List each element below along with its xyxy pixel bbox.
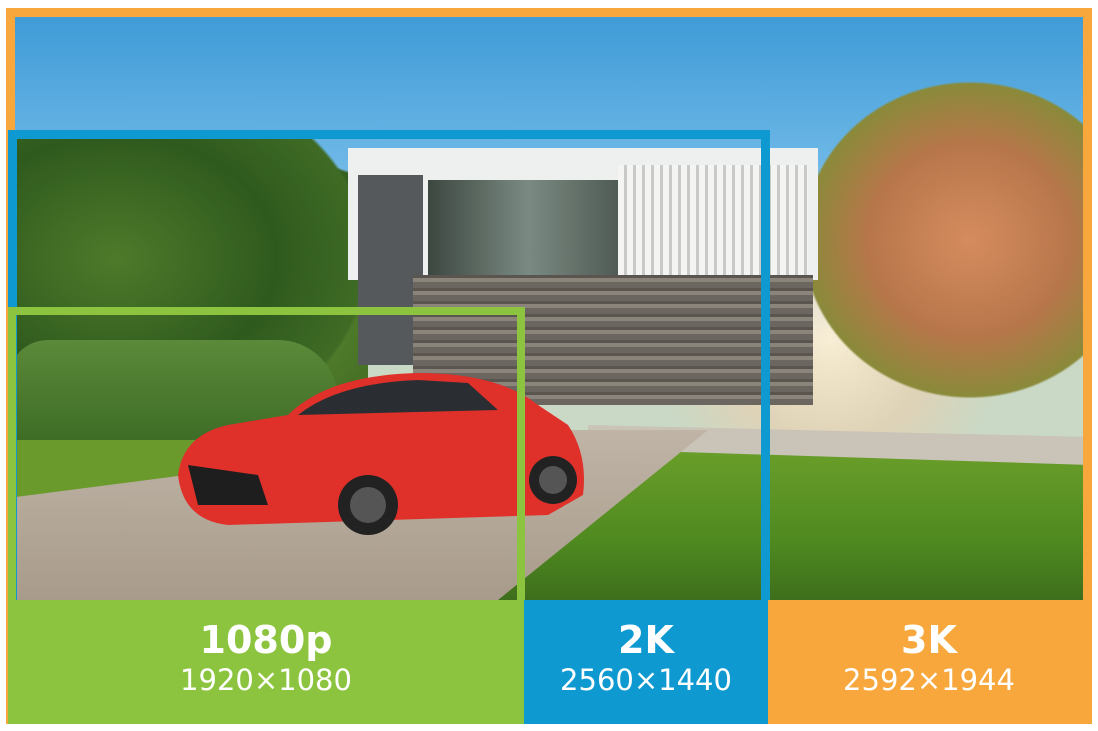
trees-right [790,70,1090,410]
background-photo [8,10,1090,600]
resolution-name: 1080p [199,618,333,662]
resolution-dimensions: 1920×1080 [180,663,352,697]
red-car [178,373,584,535]
label-2k: 2K 2560×1440 [524,600,768,724]
frame-1080p [8,307,525,724]
house-windows [428,180,628,275]
house-slats [618,165,808,275]
label-3k: 3K 2592×1944 [768,600,1090,724]
resolution-name: 2K [618,618,674,662]
label-1080p: 1080p 1920×1080 [8,600,524,724]
house-side-wall [358,175,423,365]
resolution-dimensions: 2592×1944 [843,663,1015,697]
resolution-dimensions: 2560×1440 [560,663,732,697]
resolution-name: 3K [901,618,957,662]
